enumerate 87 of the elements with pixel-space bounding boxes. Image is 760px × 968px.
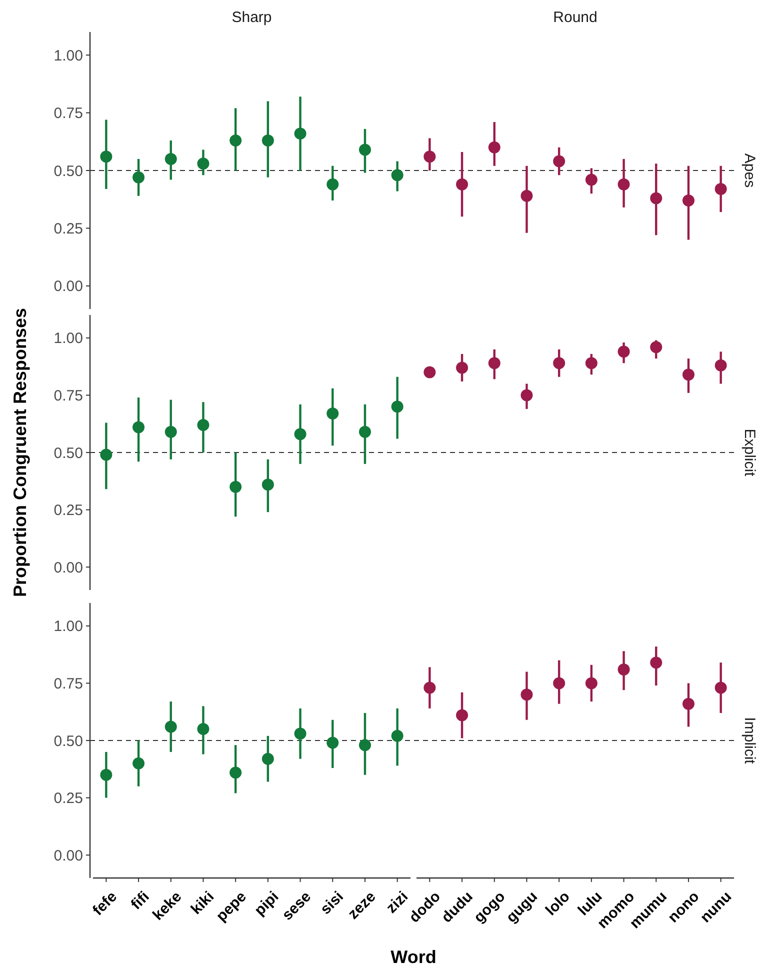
x-tick-label: fifi [128, 888, 153, 914]
y-tick-label: 0.00 [54, 847, 83, 864]
point [326, 178, 339, 190]
point [262, 752, 274, 765]
point [132, 757, 145, 770]
text: Sharp [232, 9, 272, 26]
y-tick-label: 0.00 [54, 278, 83, 296]
point [456, 709, 468, 722]
point [294, 428, 306, 440]
point [100, 448, 112, 461]
point [553, 677, 566, 690]
point [358, 426, 371, 438]
point [714, 182, 727, 195]
point [164, 426, 177, 438]
point [230, 480, 242, 493]
point [682, 698, 694, 710]
point [650, 192, 662, 204]
point [230, 766, 242, 779]
y-tick-label: 0.50 [54, 444, 83, 462]
point [650, 341, 662, 354]
y-tick-label: 0.75 [54, 105, 83, 122]
y-tick-label: 0.25 [54, 502, 83, 520]
point [391, 730, 404, 742]
y-tick-label: 0.25 [54, 220, 83, 238]
point [326, 408, 339, 420]
point [424, 150, 436, 163]
point [682, 368, 694, 381]
point [456, 362, 468, 374]
point [650, 656, 662, 669]
x-tick-label: zizi [383, 888, 412, 917]
x-axis-title: Word [390, 947, 436, 967]
point [714, 359, 727, 372]
text: Implicit [741, 717, 758, 765]
y-tick-label: 0.50 [54, 162, 83, 180]
point [326, 736, 339, 749]
point [358, 144, 371, 156]
point [164, 152, 177, 165]
x-tick-label: lolo [542, 888, 574, 920]
point [585, 357, 598, 370]
point [358, 739, 371, 752]
point [391, 169, 404, 182]
text: Round [553, 9, 598, 26]
point [585, 174, 598, 186]
y-tick-label: 1.00 [54, 47, 83, 64]
point [197, 723, 210, 736]
point [682, 194, 694, 207]
y-tick-label: 0.75 [54, 675, 83, 692]
point [456, 178, 468, 190]
point [391, 400, 404, 413]
text: Apes [741, 153, 758, 188]
point [424, 682, 436, 694]
point [424, 366, 436, 378]
point [132, 421, 145, 434]
y-tick-label: 0.75 [54, 387, 83, 404]
point [262, 134, 274, 146]
point [553, 155, 566, 168]
point [520, 688, 533, 701]
y-tick-label: 1.00 [54, 330, 83, 348]
point [132, 171, 145, 184]
text: Explicit [741, 428, 758, 478]
point [164, 720, 177, 733]
point [553, 357, 566, 370]
point [488, 357, 500, 370]
y-tick-label: 0.00 [54, 559, 83, 576]
point [714, 682, 727, 694]
point [262, 478, 274, 491]
point [618, 178, 630, 190]
point [520, 190, 533, 202]
x-tick-label: sisi [317, 888, 347, 918]
point [230, 134, 242, 146]
x-tick-label: kiki [188, 888, 218, 918]
y-axis-title: Proportion Congruent Responses [10, 308, 30, 598]
x-tick-label: fefe [90, 888, 120, 920]
point [520, 389, 533, 402]
y-tick-label: 0.25 [54, 790, 83, 808]
y-tick-label: 0.50 [54, 732, 83, 750]
point [100, 150, 112, 163]
point [585, 677, 598, 690]
point [618, 663, 630, 676]
point [488, 141, 500, 154]
point [100, 768, 112, 781]
point [294, 728, 306, 740]
point [197, 158, 210, 170]
y-tick-label: 1.00 [54, 618, 83, 636]
point [294, 128, 306, 140]
point [197, 419, 210, 431]
point [618, 346, 630, 358]
